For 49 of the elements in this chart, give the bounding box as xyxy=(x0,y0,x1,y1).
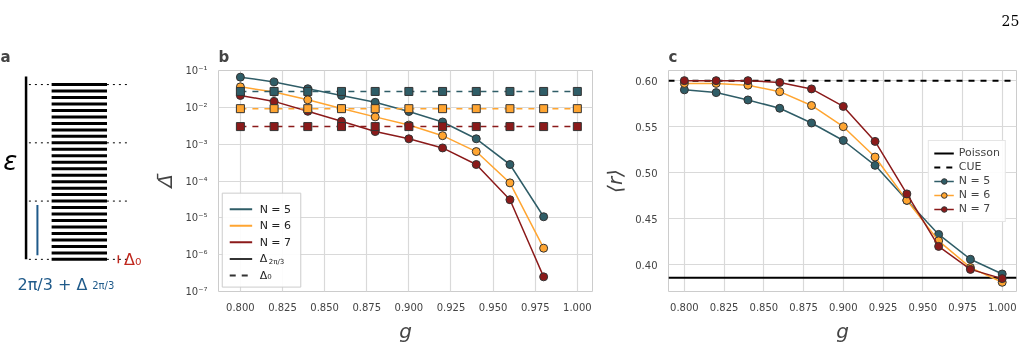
y-tick-label: 0.40 xyxy=(635,259,658,271)
x-tick-label: 0.850 xyxy=(749,301,779,313)
x-tick-label: 0.925 xyxy=(868,301,898,313)
y-axis-title: Δ̄ xyxy=(153,173,178,190)
y-tick-label: 0.45 xyxy=(635,213,658,225)
text: Δ₀ xyxy=(124,249,142,269)
x-tick-label: 0.800 xyxy=(670,301,699,313)
legend-label: N = 5 xyxy=(259,202,292,216)
legend-label: N = 6 xyxy=(958,187,991,202)
x-tick-label: 0.800 xyxy=(226,301,255,313)
x-tick-label: 0.825 xyxy=(709,301,739,313)
legend-label: N = 6 xyxy=(259,219,292,233)
legend-label: N = 7 xyxy=(958,201,991,216)
chart-title: c xyxy=(668,47,678,66)
legend-label: CUE xyxy=(958,159,982,174)
y-tick-label: 10⁻⁵ xyxy=(185,212,208,224)
y-tick-label: 0.50 xyxy=(635,167,658,179)
x-tick-label: 0.975 xyxy=(948,301,977,313)
y-axis-title: ⟨r⟩ xyxy=(603,169,628,193)
chart-title: b xyxy=(218,47,230,66)
y-tick-label: 10⁻³ xyxy=(185,138,208,150)
text: 25 xyxy=(1001,13,1020,29)
x-tick-label: 1.000 xyxy=(987,301,1017,313)
y-tick-label: 0.60 xyxy=(635,75,658,87)
legend-label: Poisson xyxy=(958,145,1000,160)
x-tick-label: 0.975 xyxy=(520,301,550,313)
legend-label: N = 7 xyxy=(259,235,292,249)
y-tick-label: 0.55 xyxy=(635,121,658,133)
y-tick-label: 10⁻⁴ xyxy=(185,175,208,187)
x-tick-label: 0.900 xyxy=(394,301,424,313)
x-tick-label: 0.875 xyxy=(352,301,382,313)
x-tick-label: 0.950 xyxy=(908,301,938,313)
x-tick-label: 0.825 xyxy=(268,301,297,313)
text: a xyxy=(0,47,11,66)
y-tick-label: 10⁻¹ xyxy=(185,65,208,76)
x-tick-label: 0.875 xyxy=(789,301,818,313)
y-tick-label: 10⁻² xyxy=(185,101,208,113)
x-axis-title: g xyxy=(399,318,412,343)
x-axis-title: g xyxy=(836,318,849,343)
x-tick-label: 0.850 xyxy=(310,301,339,313)
x-tick-label: 0.925 xyxy=(436,301,466,313)
x-tick-label: 1.000 xyxy=(563,301,592,313)
y-tick-label: 10⁻⁷ xyxy=(185,286,208,297)
text: ε xyxy=(3,145,18,176)
x-tick-label: 0.950 xyxy=(478,301,508,313)
annotation: Δ₀ xyxy=(259,268,273,282)
x-tick-label: 0.900 xyxy=(828,301,858,313)
legend-label: N = 5 xyxy=(958,173,991,188)
y-tick-label: 10⁻⁶ xyxy=(185,249,208,261)
